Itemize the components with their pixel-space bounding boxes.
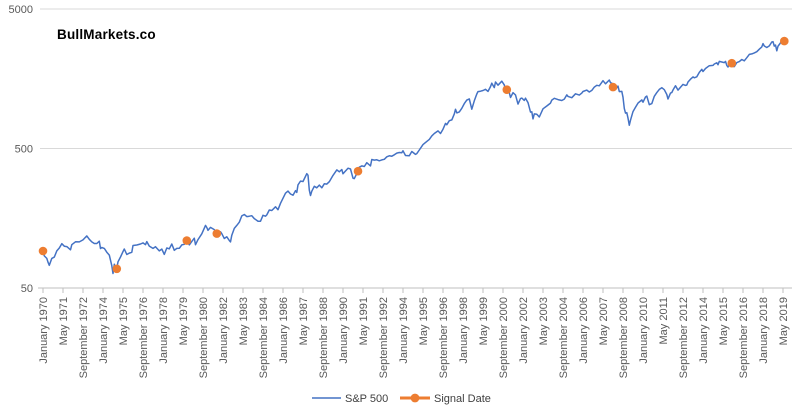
signal-date-marker <box>38 246 48 256</box>
x-axis-label: May 1979 <box>178 297 190 345</box>
x-axis-label: September 2016 <box>738 297 750 378</box>
x-axis-label: September 2008 <box>618 297 630 378</box>
y-axis-label: 50 <box>21 283 33 295</box>
y-axis-label: 5000 <box>9 4 33 16</box>
axis-labels: January 1970 May 1971 September 1972 Januar… <box>9 4 790 378</box>
x-axis-label: May 1999 <box>478 297 490 345</box>
legend-label-signal-date: Signal Date <box>434 393 491 405</box>
x-axis-label: January 1986 <box>278 297 290 364</box>
x-axis-label: May 2015 <box>718 297 730 345</box>
legend-item-sp500: S&P 500 <box>312 393 388 405</box>
x-axis-label: September 1976 <box>138 297 150 378</box>
signal-date-marker <box>727 58 737 68</box>
x-axis-label: January 2014 <box>698 297 710 364</box>
x-axis-label: May 1995 <box>418 297 430 345</box>
signal-date-marker <box>112 264 122 274</box>
x-axis-label: May 2007 <box>598 297 610 345</box>
x-axis-label: September 2004 <box>558 297 570 378</box>
x-axis-label: May 1975 <box>118 297 130 345</box>
x-axis-label: January 1990 <box>338 297 350 364</box>
x-axis-label: January 2018 <box>758 297 770 364</box>
x-axis-label: September 1996 <box>438 297 450 378</box>
x-axis-label: May 2003 <box>538 297 550 345</box>
x-axis-label: January 1974 <box>98 297 110 364</box>
x-axis-label: January 2006 <box>578 297 590 364</box>
x-axis-label: May 1983 <box>238 297 250 345</box>
x-axis-label: September 1988 <box>318 297 330 378</box>
x-axis-label: May 1991 <box>358 297 370 345</box>
x-axis-label: January 1998 <box>458 297 470 364</box>
gridlines <box>40 8 792 149</box>
x-axis-label: January 1982 <box>218 297 230 364</box>
signal-date-marker <box>780 36 789 46</box>
x-axis-label: May 1987 <box>298 297 310 345</box>
x-axis-label: May 2011 <box>658 297 670 345</box>
sp500-line <box>42 40 786 275</box>
x-axis-label: September 2012 <box>678 297 690 378</box>
axes <box>38 287 792 293</box>
signal-date-marker <box>502 85 512 94</box>
x-axis-label: September 1972 <box>78 297 90 378</box>
data-series <box>38 36 789 275</box>
x-axis-label: May 1971 <box>58 297 70 345</box>
signal-date-marker <box>212 229 222 238</box>
x-axis-label: May 2019 <box>778 297 790 345</box>
brand-title: BullMarkets.co <box>57 27 156 42</box>
y-axis-label: 500 <box>15 144 33 156</box>
x-axis-label: January 1978 <box>158 297 170 364</box>
x-axis-label: January 2002 <box>518 297 530 364</box>
x-axis-label: September 2000 <box>498 297 510 378</box>
signal-date-marker <box>182 236 192 245</box>
x-axis-label: September 1984 <box>258 297 270 378</box>
legend: S&P 500 Signal Date <box>312 393 491 405</box>
x-axis-label: September 1992 <box>378 297 390 378</box>
signal-date-marker-swatch <box>410 393 420 403</box>
x-axis-label: January 1994 <box>398 297 410 364</box>
x-axis-label: January 1970 <box>38 297 50 364</box>
x-axis-label: September 1980 <box>198 297 210 378</box>
signal-date-marker <box>608 82 618 92</box>
x-axis-label: January 2010 <box>638 297 650 364</box>
legend-item-signal-date: Signal Date <box>400 393 491 405</box>
signal-date-marker <box>353 166 363 176</box>
legend-label-sp500: S&P 500 <box>345 393 388 405</box>
